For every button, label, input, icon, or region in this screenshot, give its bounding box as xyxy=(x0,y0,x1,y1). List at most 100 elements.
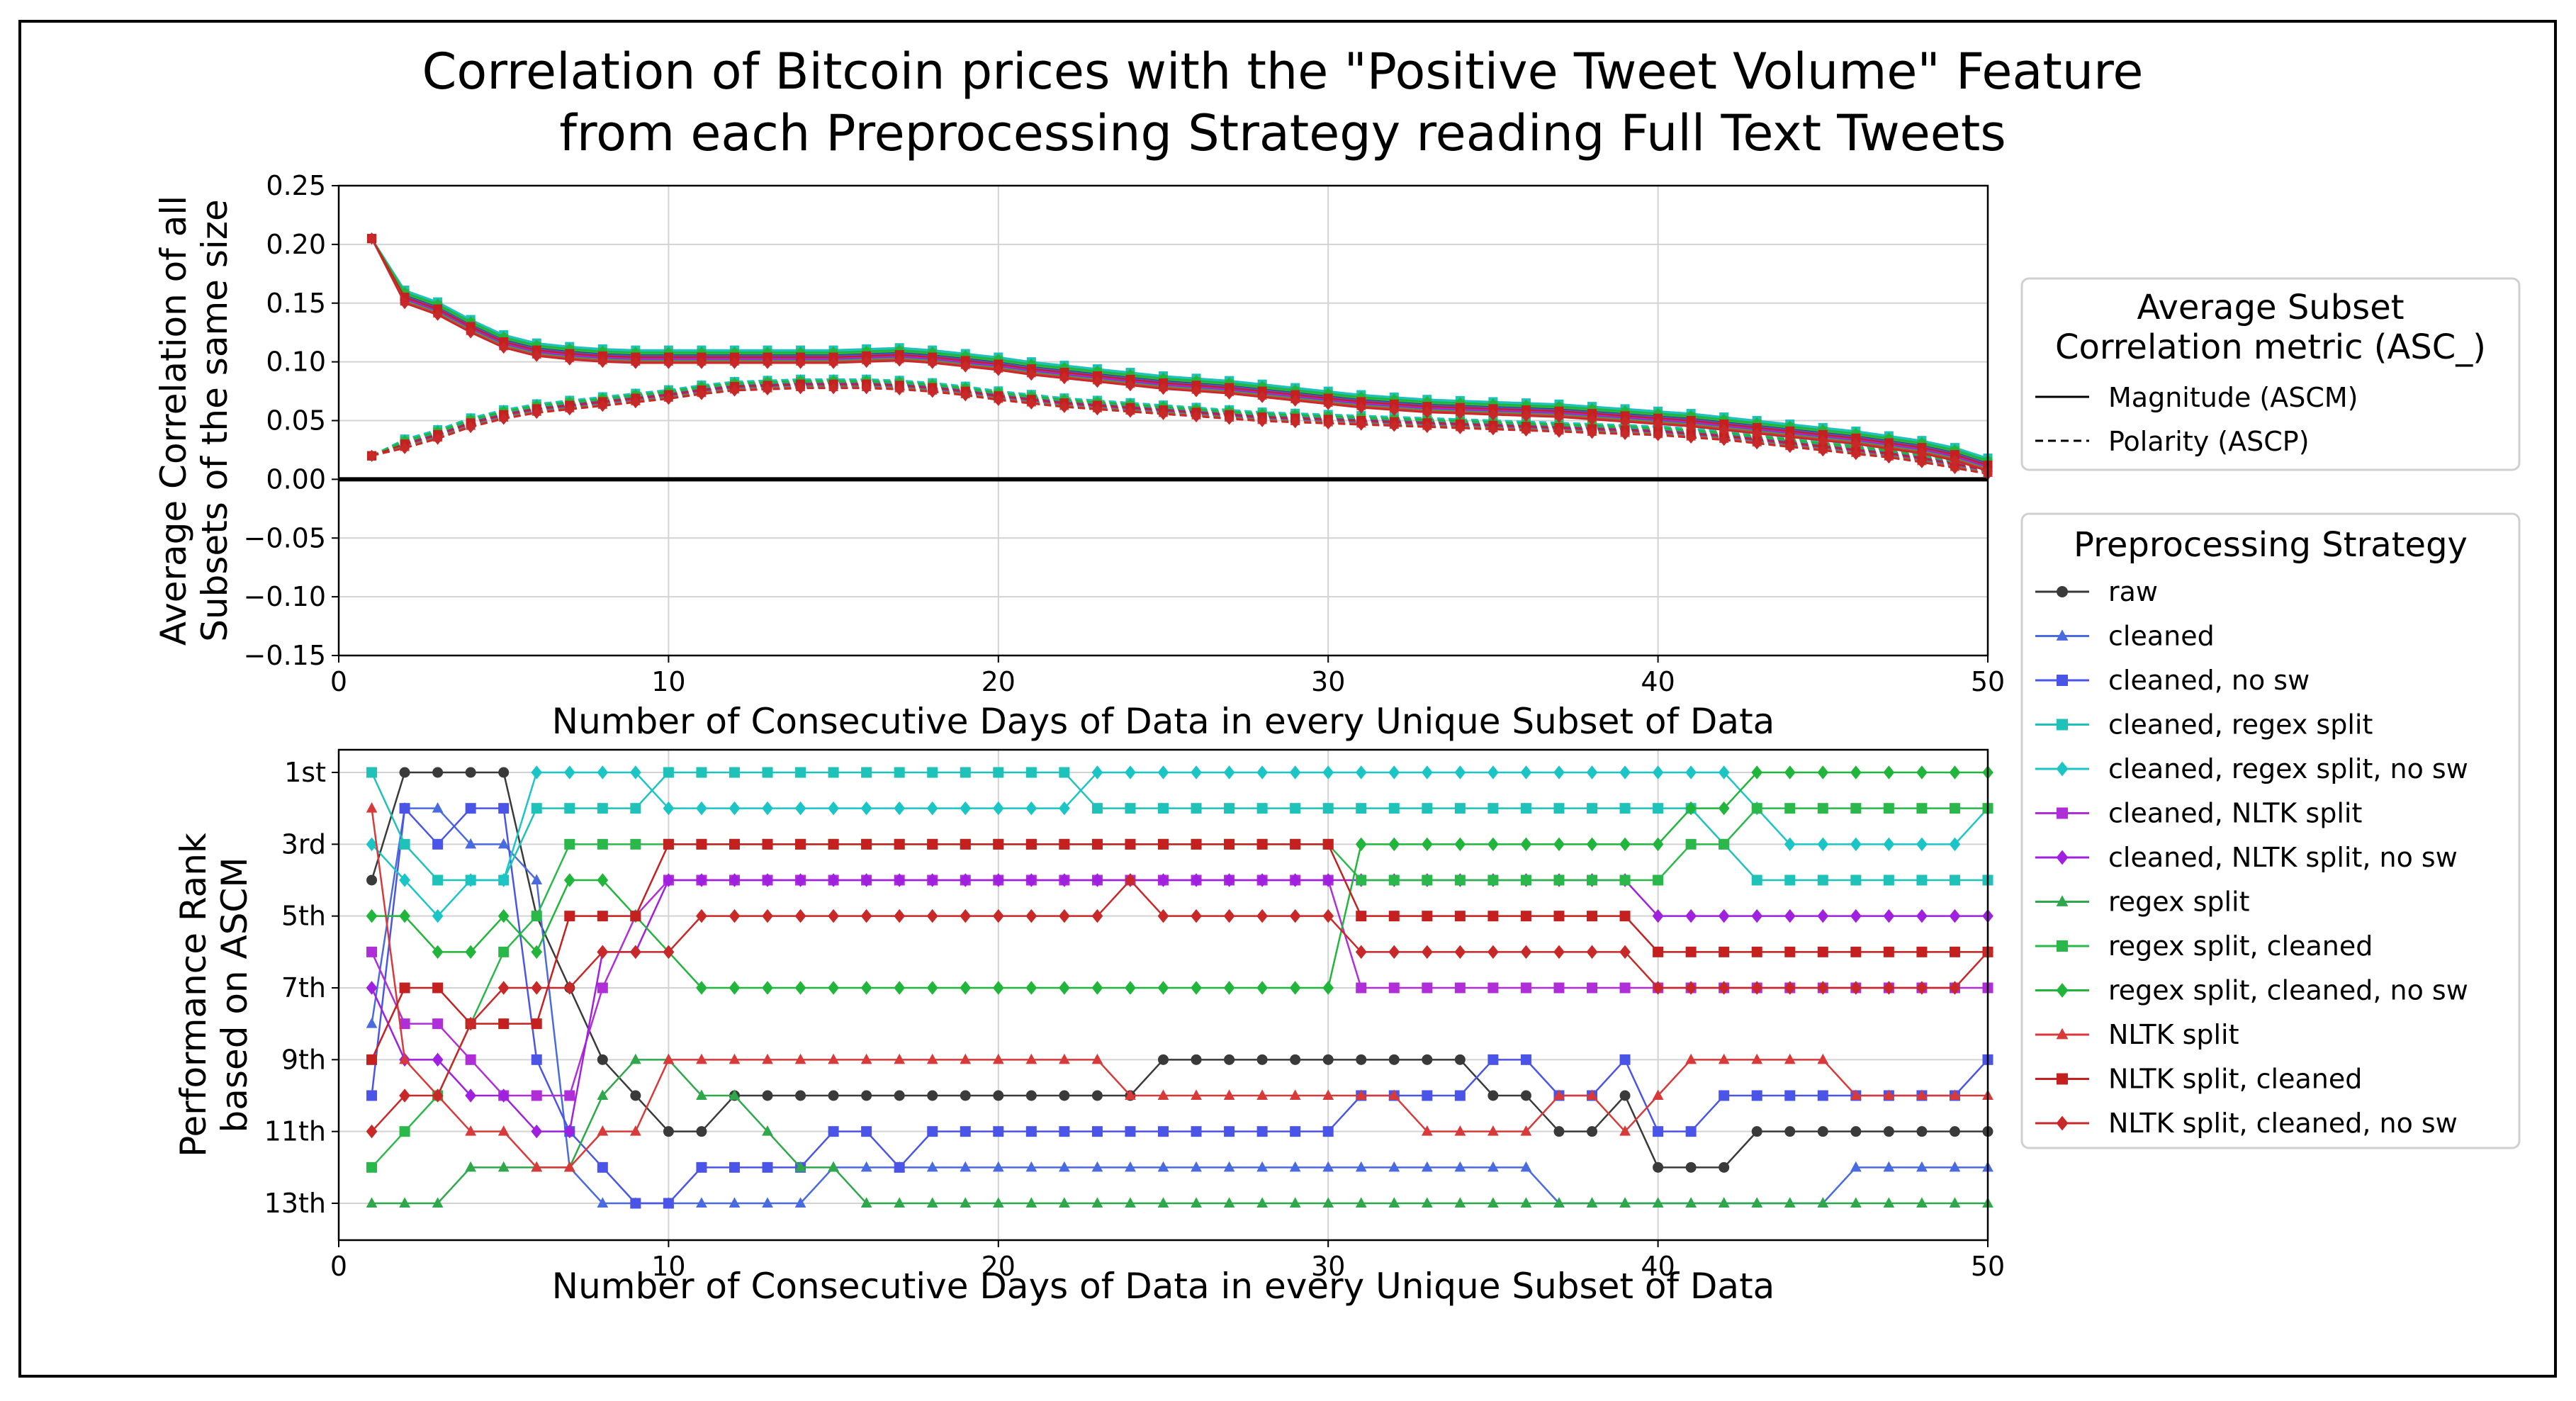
data-point xyxy=(399,1018,410,1030)
data-point xyxy=(1257,390,1267,403)
data-point xyxy=(1025,1053,1037,1064)
data-point xyxy=(1059,1161,1070,1172)
data-point xyxy=(1784,981,1796,995)
data-point xyxy=(1421,1125,1433,1136)
data-point xyxy=(1125,379,1135,392)
data-point xyxy=(1289,873,1301,887)
data-point xyxy=(1950,444,1960,456)
data-point xyxy=(960,1161,972,1172)
legend-item-label: cleaned, NLTK split xyxy=(2108,798,2362,829)
data-point xyxy=(828,801,839,816)
data-point xyxy=(992,1197,1004,1208)
legend-strategy-box xyxy=(2020,512,2521,1149)
data-point xyxy=(960,1053,972,1064)
data-point xyxy=(696,1053,707,1064)
data-point xyxy=(1356,1054,1367,1065)
data-point xyxy=(597,1161,608,1173)
data-point xyxy=(366,1054,378,1065)
data-point xyxy=(399,982,410,994)
data-point xyxy=(1784,1197,1796,1208)
data-point xyxy=(1389,393,1400,406)
data-point xyxy=(1025,873,1037,887)
data-point xyxy=(400,297,410,310)
data-point xyxy=(1322,908,1334,923)
data-point xyxy=(1059,372,1069,385)
legend-marker xyxy=(2056,761,2069,777)
data-point xyxy=(1322,765,1334,780)
data-point xyxy=(1421,837,1433,852)
top-xtick-label: 30 xyxy=(1311,666,1345,697)
data-point xyxy=(1388,1089,1400,1100)
data-point xyxy=(1916,1089,1928,1100)
data-point xyxy=(828,908,839,923)
data-point xyxy=(1619,945,1631,960)
data-point xyxy=(1719,434,1729,446)
data-point xyxy=(1653,429,1663,441)
data-point xyxy=(531,407,542,420)
data-point xyxy=(497,1125,510,1136)
data-point xyxy=(432,1088,444,1103)
data-point xyxy=(860,873,872,887)
data-point xyxy=(1619,837,1631,852)
data-point xyxy=(1652,981,1664,995)
data-point xyxy=(1917,447,1927,460)
data-point xyxy=(1916,1126,1928,1137)
data-point xyxy=(1883,1089,1895,1100)
data-point xyxy=(1949,837,1961,852)
data-point xyxy=(927,386,938,398)
data-point xyxy=(1158,407,1169,420)
data-point xyxy=(1620,428,1630,441)
data-point xyxy=(1256,1197,1268,1208)
data-point xyxy=(497,873,510,887)
data-point xyxy=(1388,765,1400,780)
data-point xyxy=(1422,874,1433,886)
data-point xyxy=(894,767,905,778)
data-point xyxy=(1619,982,1631,994)
data-point xyxy=(1091,765,1103,780)
data-point xyxy=(432,1197,444,1208)
data-point xyxy=(1488,408,1498,421)
data-point xyxy=(1817,874,1828,886)
data-point xyxy=(1487,1054,1499,1065)
data-point xyxy=(1950,454,1960,467)
data-point xyxy=(1125,873,1136,887)
data-point xyxy=(1224,387,1234,400)
data-point xyxy=(1025,801,1037,816)
data-point xyxy=(1422,1090,1433,1101)
data-point xyxy=(1487,874,1499,886)
data-point xyxy=(432,767,444,778)
data-point xyxy=(366,232,377,245)
data-point xyxy=(1025,838,1037,850)
data-point xyxy=(1883,1126,1894,1137)
bottom-ytick-label: 7th xyxy=(281,972,326,1003)
data-point xyxy=(1256,908,1268,923)
data-point xyxy=(432,908,444,923)
data-point xyxy=(531,981,543,995)
data-point xyxy=(1685,908,1697,923)
data-point xyxy=(762,1197,773,1208)
data-point xyxy=(696,1089,707,1100)
data-point xyxy=(1587,803,1598,814)
data-point xyxy=(1487,1197,1499,1208)
data-point xyxy=(894,838,905,850)
data-point xyxy=(1685,765,1697,780)
data-point xyxy=(1718,801,1730,816)
data-point xyxy=(629,945,641,960)
data-point xyxy=(1553,982,1565,994)
data-point xyxy=(1454,837,1466,852)
data-point xyxy=(1521,399,1531,412)
data-point xyxy=(1422,803,1433,814)
data-point xyxy=(1685,1197,1697,1208)
data-point xyxy=(1092,376,1103,388)
data-point xyxy=(1553,1089,1565,1100)
data-point xyxy=(631,356,641,369)
data-point xyxy=(630,803,641,814)
data-point xyxy=(1620,415,1630,428)
bottom-xtick-label: 10 xyxy=(651,1251,685,1282)
top-ytick-label: −0.15 xyxy=(244,640,326,671)
data-point xyxy=(1256,873,1268,887)
data-point xyxy=(1949,803,1960,814)
data-point xyxy=(432,945,444,960)
data-point xyxy=(1554,411,1564,423)
legend-item-label: NLTK split, cleaned, no sw xyxy=(2108,1108,2458,1139)
